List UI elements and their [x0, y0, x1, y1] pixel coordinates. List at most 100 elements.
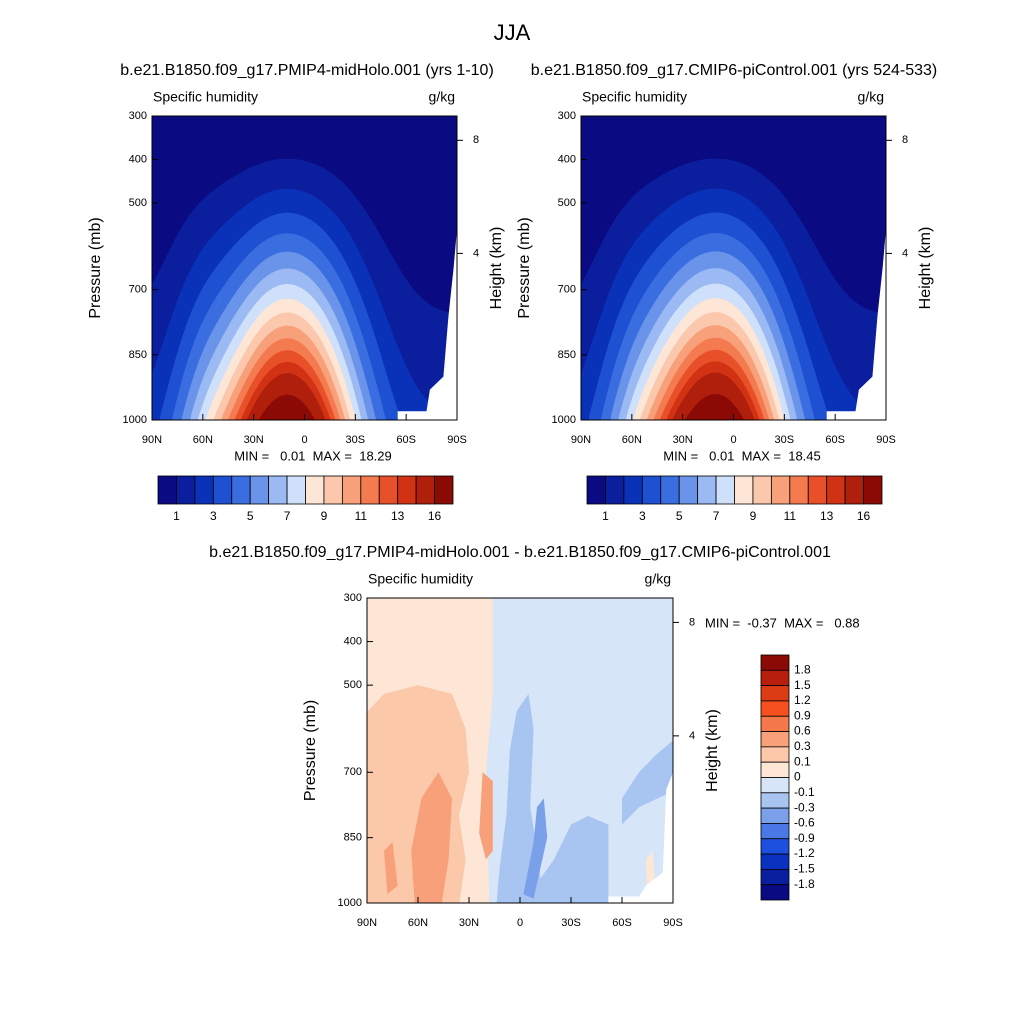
contour-fill: [479, 772, 493, 860]
x-tick-label: 90N: [571, 434, 591, 446]
colorbar-label: 5: [676, 509, 683, 523]
x-tick-label: 30S: [775, 434, 795, 446]
y-axis-label: Pressure (mb): [302, 700, 319, 801]
figure-title: JJA: [494, 20, 531, 45]
colorbar-box: [770, 475, 791, 505]
colorbar-box: [760, 761, 790, 778]
stats: MIN = 0.01 MAX = 18.29: [234, 448, 392, 463]
colorbar-box: [268, 475, 288, 505]
colorbar-label: 11: [355, 509, 368, 523]
missing-area: [608, 772, 673, 903]
y-tick-label: 400: [129, 153, 147, 165]
colorbar-label: -0.6: [794, 816, 815, 830]
x-tick-label: 60S: [825, 434, 845, 446]
x-tick-label: 30S: [346, 434, 366, 446]
y-tick-label: 300: [129, 110, 147, 122]
y-tick-label: 300: [344, 592, 362, 604]
y2-tick-label: 4: [689, 730, 695, 742]
colorbar-box: [844, 475, 864, 505]
colorbar-box: [623, 475, 643, 505]
colorbar-box: [194, 475, 214, 505]
colorbar-label: 13: [391, 509, 405, 523]
x-tick-label: 90S: [447, 434, 467, 446]
y-tick-label: 850: [129, 349, 147, 361]
y-tick-label: 1000: [338, 897, 362, 909]
x-tick-label: 30N: [459, 917, 479, 929]
x-tick-label: 90N: [357, 917, 377, 929]
y2-axis-label: Height (km): [488, 227, 505, 310]
colorbar-label: 0.3: [794, 739, 811, 753]
colorbar-label: 9: [750, 509, 757, 523]
colorbar-box: [605, 475, 625, 505]
y-axis-label: Pressure (mb): [516, 217, 533, 318]
x-tick-label: 60S: [396, 434, 416, 446]
left-label: Specific humidity: [153, 89, 258, 105]
colorbar-box: [760, 669, 790, 687]
stats: MIN = 0.01 MAX = 18.45: [663, 448, 821, 463]
contour-fill: [411, 772, 452, 903]
y-tick-label: 850: [344, 832, 362, 844]
y-tick-label: 500: [558, 197, 576, 209]
contour-fill: [258, 394, 315, 420]
y-tick-label: 500: [129, 197, 147, 209]
colorbar-box: [697, 475, 717, 505]
y-tick-label: 300: [558, 110, 576, 122]
x-tick-label: 30S: [561, 917, 581, 929]
colorbar-label: -1.2: [794, 846, 815, 860]
missing-area: [397, 228, 457, 420]
colorbar-box: [212, 475, 233, 505]
y-tick-label: 700: [344, 766, 362, 778]
y-tick-label: 700: [558, 284, 576, 296]
colorbar-label: 1.2: [794, 693, 811, 707]
colorbar-label: 7: [284, 509, 291, 523]
colorbar-box: [863, 475, 883, 505]
colorbar-box: [641, 475, 662, 505]
colorbar-box: [760, 853, 790, 870]
y2-tick-label: 4: [473, 247, 479, 259]
colorbar-label: 1: [602, 509, 609, 523]
y2-tick-label: 4: [902, 247, 908, 259]
y-tick-label: 500: [344, 679, 362, 691]
colorbar-label: -0.3: [794, 800, 815, 814]
colorbar-label: -0.1: [794, 785, 815, 799]
contour-fill: [523, 798, 548, 899]
x-tick-label: 60N: [193, 434, 213, 446]
colorbar-box: [760, 823, 790, 840]
colorbar-box: [434, 475, 454, 505]
colorbar-box: [760, 884, 790, 901]
colorbar-box: [415, 475, 435, 505]
colorbar-box: [752, 475, 772, 505]
y-tick-label: 1000: [123, 414, 147, 426]
missing-area: [826, 228, 886, 420]
x-tick-label: 90S: [876, 434, 896, 446]
colorbar-box: [341, 475, 362, 505]
colorbar-box: [678, 475, 699, 505]
x-tick-label: 30N: [673, 434, 693, 446]
colorbar-box: [760, 868, 790, 886]
x-tick-label: 0: [517, 917, 523, 929]
colorbar-label: 7: [713, 509, 720, 523]
colorbar-label: 16: [428, 509, 442, 523]
colorbar-box: [760, 654, 790, 671]
colorbar-box: [397, 475, 417, 505]
colorbar-label: 0: [794, 770, 801, 784]
colorbar-label: -1.5: [794, 862, 815, 876]
colorbar-label: 5: [247, 509, 254, 523]
y-tick-label: 850: [558, 349, 576, 361]
contour-fill: [496, 693, 544, 903]
contour-fill: [384, 842, 398, 895]
x-tick-label: 60N: [622, 434, 642, 446]
colorbar-box: [826, 475, 846, 505]
colorbar-box: [760, 700, 790, 717]
colorbar-box: [715, 475, 735, 505]
panel-title: b.e21.B1850.f09_g17.CMIP6-piControl.001 …: [531, 62, 937, 79]
colorbar-box: [789, 475, 809, 505]
colorbar-box: [760, 731, 790, 748]
contour-field: [152, 116, 457, 420]
colorbar-label: 0.6: [794, 724, 811, 738]
right-label: g/kg: [429, 89, 455, 105]
contour-field: [581, 116, 886, 420]
y2-axis-label: Height (km): [704, 709, 721, 792]
x-tick-label: 0: [301, 434, 307, 446]
